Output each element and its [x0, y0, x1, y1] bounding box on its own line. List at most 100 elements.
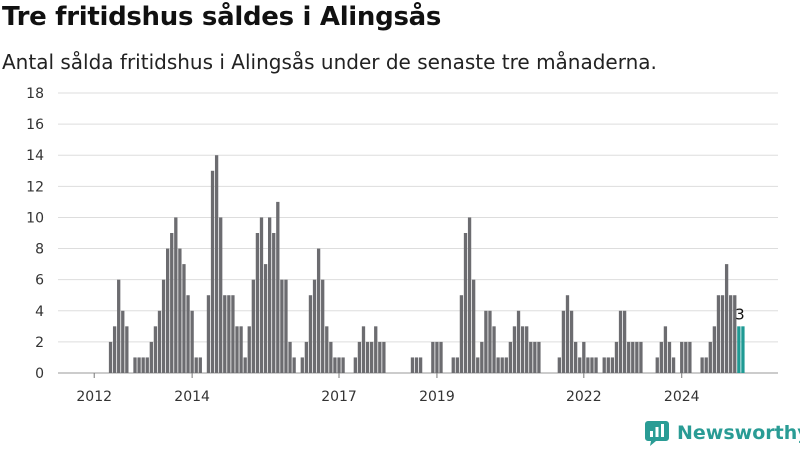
bar — [516, 310, 521, 373]
bar — [153, 326, 158, 373]
bar — [414, 357, 419, 373]
bar — [602, 357, 606, 373]
bar — [504, 357, 508, 373]
bar — [569, 310, 574, 373]
bar — [198, 357, 202, 373]
bar — [325, 326, 329, 373]
bar — [520, 326, 525, 373]
bar — [194, 357, 198, 373]
bar — [667, 341, 672, 373]
bar — [508, 341, 513, 373]
bar — [353, 357, 357, 373]
bar — [321, 279, 325, 373]
bar — [459, 295, 464, 373]
y-tick-label: 18 — [26, 86, 44, 102]
bar — [312, 279, 317, 373]
bar — [137, 357, 141, 373]
bar — [724, 264, 729, 373]
y-tick-label: 16 — [26, 117, 44, 133]
bar — [133, 357, 137, 373]
bar — [659, 341, 663, 373]
highlight-bar — [741, 326, 745, 373]
highlight-bar — [737, 326, 741, 373]
bar — [378, 341, 382, 373]
bar — [214, 155, 219, 373]
bar — [210, 170, 215, 373]
bar — [186, 295, 190, 373]
bar — [500, 357, 504, 373]
bar — [496, 357, 500, 373]
bar — [272, 233, 276, 373]
chart-gridlines — [58, 92, 778, 374]
newsworthy-logo-icon — [645, 421, 669, 446]
bar — [537, 341, 541, 373]
bar — [117, 279, 121, 373]
bar — [251, 279, 255, 373]
bar — [463, 233, 468, 373]
bar — [247, 326, 251, 373]
y-tick-label: 0 — [35, 366, 44, 382]
bar — [182, 264, 186, 373]
bar — [263, 264, 268, 373]
bar — [700, 357, 704, 373]
bar — [733, 295, 737, 373]
bar — [292, 357, 296, 373]
chart-subtitle: Antal sålda fritidshus i Alingsås under … — [2, 50, 657, 74]
bar — [206, 295, 211, 373]
bar — [255, 233, 260, 373]
x-tick-label: 2024 — [664, 389, 700, 405]
bar — [300, 357, 304, 373]
x-tick-label: 2019 — [419, 389, 455, 405]
bar — [219, 217, 223, 373]
bar — [418, 357, 423, 373]
bar — [410, 357, 415, 373]
x-tick-label: 2022 — [566, 389, 602, 405]
bar — [166, 248, 170, 373]
bar — [712, 326, 717, 373]
bar — [451, 357, 455, 373]
y-tick-label: 14 — [26, 148, 44, 164]
x-tick-label: 2012 — [76, 389, 112, 405]
bar — [480, 341, 484, 373]
bar — [557, 357, 561, 373]
y-axis-ticks: 0 2 4 6 8 10 12 14 16 18 — [26, 86, 44, 382]
bar — [276, 201, 280, 373]
bar — [112, 326, 117, 373]
bar — [561, 310, 566, 373]
bar — [688, 341, 692, 373]
newsworthy-brand: Newsworthy — [644, 419, 800, 447]
bar — [341, 357, 345, 373]
y-tick-label: 10 — [26, 210, 44, 226]
bar — [529, 341, 533, 373]
bar — [467, 217, 472, 373]
y-tick-label: 6 — [35, 273, 44, 289]
bar — [525, 326, 529, 373]
bar — [533, 341, 537, 373]
bar — [304, 341, 309, 373]
y-tick-label: 12 — [26, 179, 44, 195]
bar — [374, 326, 378, 373]
brand-name: Newsworthy — [677, 422, 800, 444]
bar — [316, 248, 321, 373]
bar — [435, 341, 439, 373]
bar — [361, 326, 366, 373]
bar — [439, 341, 443, 373]
bar — [357, 341, 362, 373]
bar — [223, 295, 227, 373]
bar-data-labels: 3 — [735, 305, 745, 323]
x-axis: 2012 2014 2017 2019 2022 2024 — [76, 373, 700, 405]
bar — [610, 357, 615, 373]
bar — [631, 341, 635, 373]
y-tick-label: 2 — [35, 335, 44, 351]
bar — [337, 357, 341, 373]
bar — [671, 357, 676, 373]
bar — [720, 295, 725, 373]
bar — [227, 295, 231, 373]
bar — [476, 357, 480, 373]
x-tick-label: 2014 — [174, 389, 210, 405]
bar — [663, 326, 668, 373]
bar — [655, 357, 659, 373]
bar — [680, 341, 684, 373]
bar — [488, 310, 492, 373]
